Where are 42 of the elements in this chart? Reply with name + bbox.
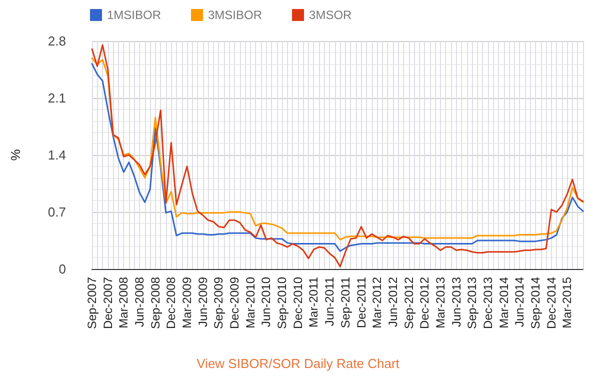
x-tick-label: Sep-2007 — [85, 276, 99, 330]
x-tick-label: Mar-2010 — [243, 276, 258, 328]
x-tick-label: Jun-2010 — [259, 276, 274, 328]
x-tick-label: Jun-2008 — [132, 276, 147, 328]
x-tick-label: Jun-2013 — [449, 276, 464, 328]
x-tick-label: Mar-2008 — [116, 276, 131, 328]
x-tick-label: Dec-2008 — [164, 276, 178, 330]
x-tick-label: Dec-2011 — [354, 276, 368, 328]
x-tick-label: Dec-2012 — [418, 276, 432, 330]
x-tick-label: Dec-2007 — [100, 276, 115, 330]
x-tick-label: Mar-2014 — [496, 276, 511, 328]
x-tick-label: Sep-2010 — [275, 276, 290, 330]
legend-label: 1MSIBOR — [107, 8, 162, 22]
y-tick-label: 1.4 — [48, 148, 66, 162]
text: View SIBOR/SOR Daily Rate Chart — [196, 356, 400, 371]
y-tick-label: 0 — [58, 262, 66, 276]
x-tick-label: Sep-2011 — [338, 276, 352, 328]
y-tick-label: 2.1 — [48, 90, 66, 106]
x-tick-label: Dec-2010 — [290, 276, 305, 330]
x-tick-label: Sep-2012 — [402, 276, 416, 330]
x-tick-label: Mar-2012 — [370, 276, 384, 328]
legend-label: 3MSOR — [309, 8, 352, 22]
line-series — [91, 44, 584, 268]
x-tick-label: Sep-2013 — [465, 276, 480, 330]
x-tick-label: Sep-2008 — [148, 276, 162, 330]
y-tick-label: 0.7 — [48, 204, 66, 220]
x-tick-label: Jun-2011 — [322, 276, 337, 326]
x-tick-label: Dec-2013 — [480, 276, 495, 330]
x-tick-label: Mar-2015 — [560, 276, 574, 328]
x-tick-label: Dec-2009 — [228, 276, 242, 330]
y-tick-label: 2.8 — [48, 34, 66, 48]
x-tick-label: Sep-2009 — [212, 276, 226, 330]
x-tick-label: Mar-2009 — [180, 276, 194, 328]
x-tick-label: Dec-2014 — [544, 276, 558, 330]
x-tick-label: Mar-2011 — [306, 276, 321, 328]
x-tick-label: Sep-2014 — [528, 276, 542, 330]
x-tick-label: Mar-2013 — [433, 276, 448, 328]
x-tick-label: Jun-2009 — [196, 276, 210, 328]
x-tick-label: Jun-2014 — [512, 276, 527, 328]
y-axis-title: % — [8, 148, 23, 161]
legend-label: 3MSIBOR — [208, 8, 262, 22]
x-tick-label: Jun-2012 — [386, 276, 400, 328]
